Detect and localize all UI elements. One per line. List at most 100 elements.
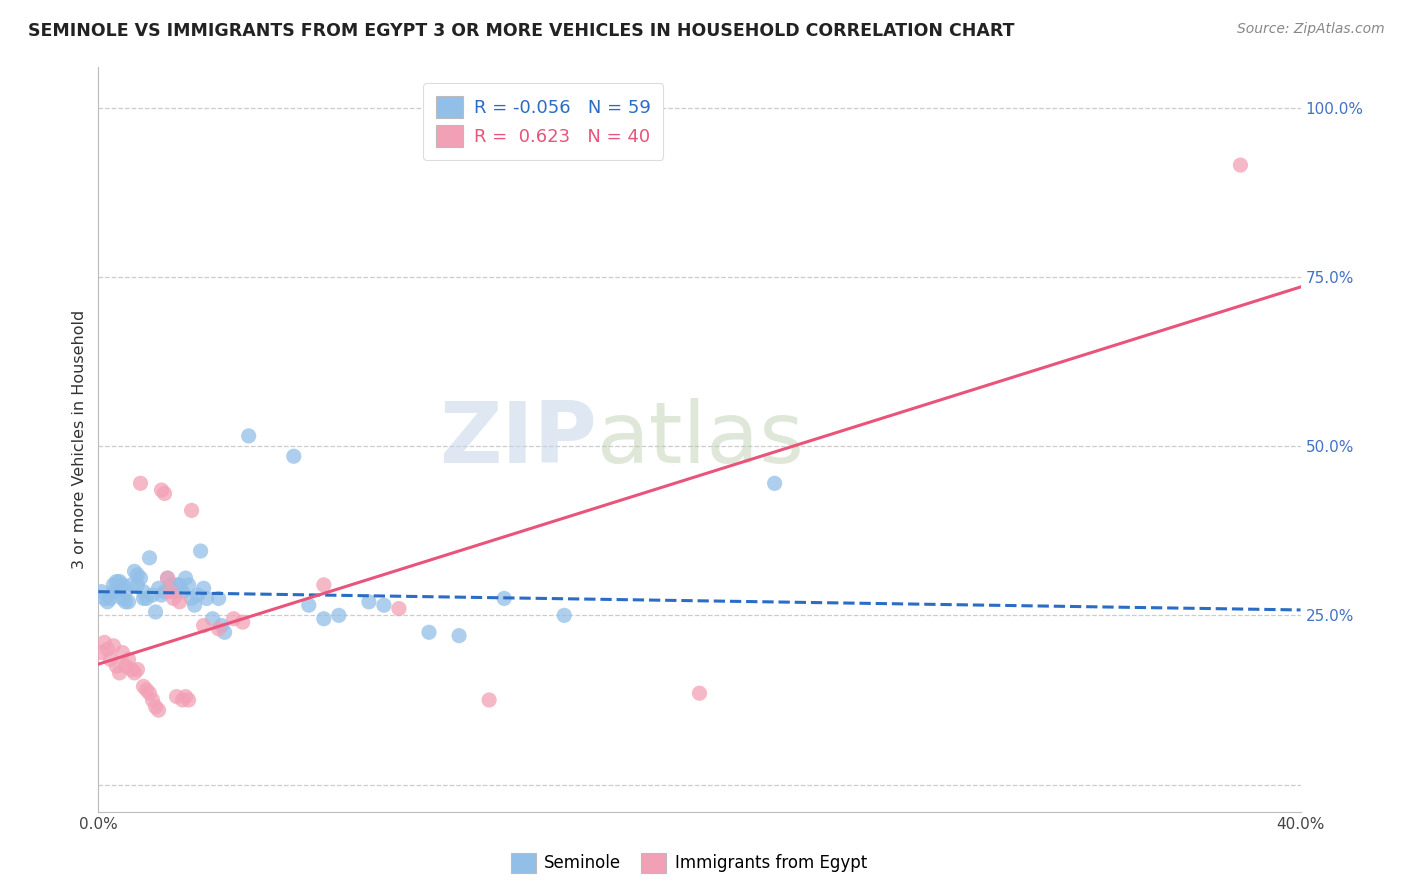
- Point: [117, 652, 139, 666]
- Point: [141, 693, 163, 707]
- Y-axis label: 3 or more Vehicles in Household: 3 or more Vehicles in Household: [72, 310, 87, 569]
- Point: [114, 595, 136, 609]
- Point: [135, 682, 157, 697]
- Point: [117, 595, 139, 609]
- Point: [177, 578, 200, 592]
- Point: [172, 584, 194, 599]
- Point: [145, 605, 167, 619]
- Point: [111, 591, 134, 606]
- Point: [357, 595, 380, 609]
- Point: [93, 635, 115, 649]
- Point: [232, 615, 254, 629]
- Point: [153, 584, 176, 599]
- Point: [111, 578, 134, 592]
- Point: [183, 598, 205, 612]
- Point: [159, 578, 181, 592]
- Text: atlas: atlas: [598, 398, 806, 481]
- Point: [132, 680, 155, 694]
- Point: [96, 642, 118, 657]
- Point: [190, 544, 212, 558]
- Point: [135, 591, 157, 606]
- Point: [129, 476, 152, 491]
- Point: [114, 659, 136, 673]
- Point: [138, 550, 160, 565]
- Point: [172, 693, 194, 707]
- Point: [162, 591, 184, 606]
- Point: [145, 699, 167, 714]
- Point: [127, 567, 149, 582]
- Point: [312, 612, 335, 626]
- Point: [238, 429, 260, 443]
- Point: [132, 591, 155, 606]
- Point: [141, 588, 163, 602]
- Point: [105, 574, 128, 589]
- Point: [195, 591, 218, 606]
- Point: [159, 584, 181, 599]
- Point: [148, 703, 170, 717]
- Point: [121, 663, 143, 677]
- Point: [553, 608, 575, 623]
- Point: [108, 665, 131, 680]
- Point: [180, 591, 202, 606]
- Point: [201, 612, 224, 626]
- Point: [124, 665, 146, 680]
- Legend: Seminole, Immigrants from Egypt: Seminole, Immigrants from Egypt: [505, 847, 873, 880]
- Point: [108, 574, 131, 589]
- Point: [208, 591, 231, 606]
- Point: [132, 584, 155, 599]
- Point: [148, 582, 170, 596]
- Point: [418, 625, 440, 640]
- Point: [114, 584, 136, 599]
- Point: [90, 646, 112, 660]
- Point: [121, 578, 143, 592]
- Point: [166, 690, 188, 704]
- Point: [103, 584, 125, 599]
- Point: [100, 652, 122, 666]
- Point: [174, 571, 197, 585]
- Point: [150, 588, 173, 602]
- Text: SEMINOLE VS IMMIGRANTS FROM EGYPT 3 OR MORE VEHICLES IN HOUSEHOLD CORRELATION CH: SEMINOLE VS IMMIGRANTS FROM EGYPT 3 OR M…: [28, 22, 1015, 40]
- Point: [169, 578, 191, 592]
- Point: [105, 659, 128, 673]
- Point: [1229, 158, 1251, 172]
- Point: [103, 639, 125, 653]
- Point: [478, 693, 501, 707]
- Point: [166, 578, 188, 592]
- Point: [193, 582, 215, 596]
- Point: [105, 584, 128, 599]
- Text: ZIP: ZIP: [440, 398, 598, 481]
- Point: [90, 584, 112, 599]
- Point: [222, 612, 245, 626]
- Point: [103, 578, 125, 592]
- Text: Source: ZipAtlas.com: Source: ZipAtlas.com: [1237, 22, 1385, 37]
- Point: [124, 565, 146, 579]
- Point: [328, 608, 350, 623]
- Point: [283, 449, 305, 463]
- Point: [138, 686, 160, 700]
- Point: [447, 629, 470, 643]
- Point: [187, 588, 209, 602]
- Point: [153, 486, 176, 500]
- Point: [211, 618, 233, 632]
- Point: [129, 571, 152, 585]
- Point: [388, 601, 411, 615]
- Point: [156, 571, 179, 585]
- Point: [169, 595, 191, 609]
- Point: [180, 503, 202, 517]
- Point: [156, 571, 179, 585]
- Point: [100, 591, 122, 606]
- Point: [214, 625, 236, 640]
- Point: [763, 476, 786, 491]
- Point: [111, 646, 134, 660]
- Point: [193, 618, 215, 632]
- Point: [174, 690, 197, 704]
- Point: [689, 686, 711, 700]
- Point: [312, 578, 335, 592]
- Point: [298, 598, 321, 612]
- Point: [373, 598, 395, 612]
- Point: [208, 622, 231, 636]
- Legend: R = -0.056   N = 59, R =  0.623   N = 40: R = -0.056 N = 59, R = 0.623 N = 40: [423, 83, 664, 160]
- Point: [96, 595, 118, 609]
- Point: [162, 584, 184, 599]
- Point: [150, 483, 173, 497]
